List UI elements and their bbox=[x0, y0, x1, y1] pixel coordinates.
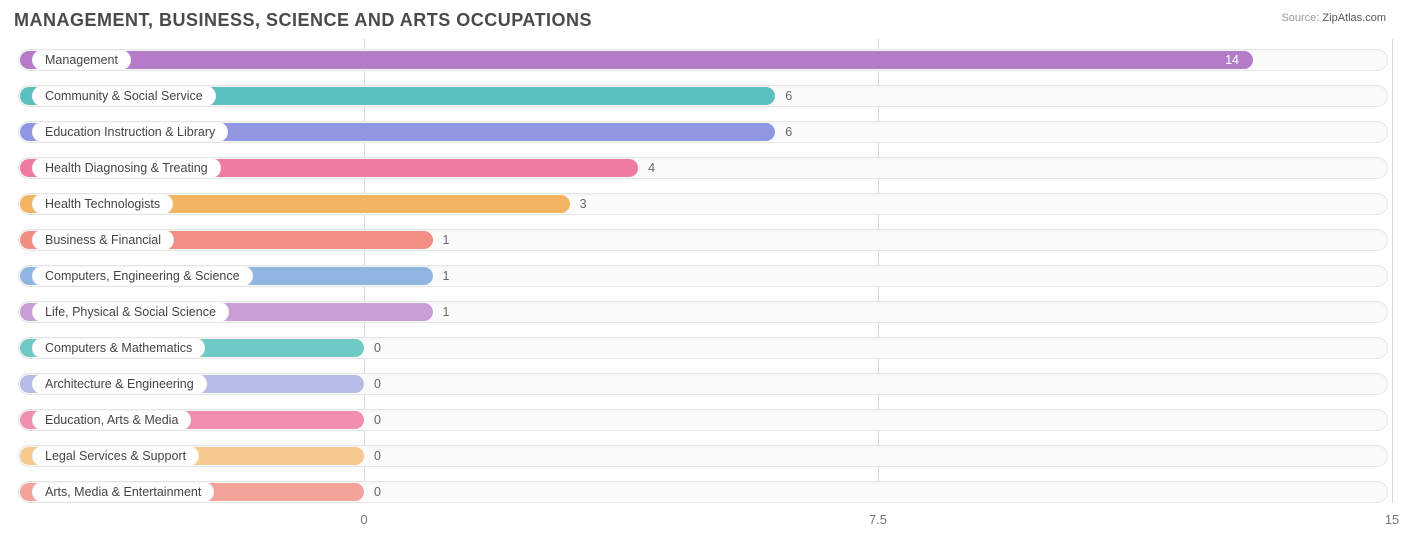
bar-value: 1 bbox=[443, 305, 450, 319]
bars-group: Management14Community & Social Service6E… bbox=[14, 45, 1392, 513]
bar-value: 6 bbox=[785, 89, 792, 103]
plot-area: Management14Community & Social Service6E… bbox=[14, 39, 1392, 529]
bar-row: Community & Social Service 6 bbox=[14, 81, 1392, 111]
x-tick-label: 0 bbox=[360, 512, 367, 527]
bar-label: Arts, Media & Entertainment bbox=[32, 482, 214, 502]
source-value: ZipAtlas.com bbox=[1322, 12, 1386, 24]
bar-value: 0 bbox=[374, 341, 381, 355]
bar-row: Education, Arts & Media 0 bbox=[14, 405, 1392, 435]
bar-value: 6 bbox=[785, 125, 792, 139]
bar-label: Education, Arts & Media bbox=[32, 410, 191, 430]
bar-label: Health Diagnosing & Treating bbox=[32, 158, 221, 178]
bar-row: Health Technologists 3 bbox=[14, 189, 1392, 219]
bar-label: Management bbox=[32, 50, 131, 70]
bar-value: 1 bbox=[443, 269, 450, 283]
source-label: Source: bbox=[1281, 12, 1319, 24]
bar-row: Education Instruction & Library 6 bbox=[14, 117, 1392, 147]
bar-value: 3 bbox=[580, 197, 587, 211]
bar-label: Life, Physical & Social Science bbox=[32, 302, 229, 322]
bar-fill bbox=[20, 51, 1253, 69]
bar-row: Architecture & Engineering 0 bbox=[14, 369, 1392, 399]
bar-label: Computers, Engineering & Science bbox=[32, 266, 253, 286]
x-tick-label: 15 bbox=[1385, 512, 1399, 527]
bar-row: Legal Services & Support 0 bbox=[14, 441, 1392, 471]
bar-value: 14 bbox=[1225, 53, 1239, 67]
bar-value: 0 bbox=[374, 449, 381, 463]
chart-title: MANAGEMENT, BUSINESS, SCIENCE AND ARTS O… bbox=[14, 10, 1392, 31]
bar-row: Computers, Engineering & Science 1 bbox=[14, 261, 1392, 291]
bar-value: 1 bbox=[443, 233, 450, 247]
bar-row: Health Diagnosing & Treating 4 bbox=[14, 153, 1392, 183]
bar-value: 0 bbox=[374, 377, 381, 391]
bar-row: Business & Financial 1 bbox=[14, 225, 1392, 255]
bar-label: Community & Social Service bbox=[32, 86, 216, 106]
gridline bbox=[1392, 39, 1393, 503]
bar-label: Architecture & Engineering bbox=[32, 374, 207, 394]
bar-label: Business & Financial bbox=[32, 230, 174, 250]
bar-label: Legal Services & Support bbox=[32, 446, 199, 466]
bar-label: Computers & Mathematics bbox=[32, 338, 205, 358]
bar-row: Arts, Media & Entertainment 0 bbox=[14, 477, 1392, 507]
bar-value: 4 bbox=[648, 161, 655, 175]
bar-row: Life, Physical & Social Science 1 bbox=[14, 297, 1392, 327]
bar-row: Management 14 bbox=[14, 45, 1392, 75]
chart-container: MANAGEMENT, BUSINESS, SCIENCE AND ARTS O… bbox=[0, 0, 1406, 559]
bar-row: Computers & Mathematics 0 bbox=[14, 333, 1392, 363]
bar-label: Health Technologists bbox=[32, 194, 173, 214]
bar-label: Education Instruction & Library bbox=[32, 122, 228, 142]
source-attribution: Source: ZipAtlas.com bbox=[1281, 12, 1386, 24]
bar-value: 0 bbox=[374, 485, 381, 499]
x-tick-label: 7.5 bbox=[869, 512, 887, 527]
bar-value: 0 bbox=[374, 413, 381, 427]
